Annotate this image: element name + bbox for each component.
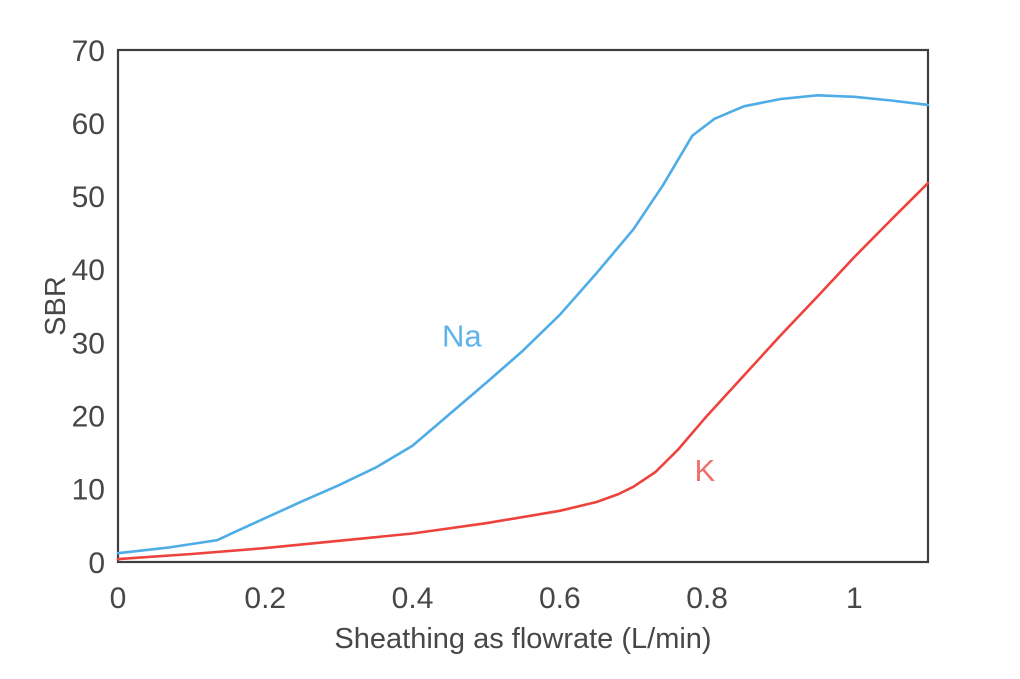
- y-tick-label: 20: [72, 401, 105, 434]
- y-tick-label: 50: [72, 181, 105, 214]
- series-k-line: [116, 181, 930, 561]
- x-tick-label: 0.2: [244, 582, 286, 615]
- y-tick-label: 40: [72, 254, 105, 287]
- y-tick-label: 70: [72, 35, 105, 68]
- y-tick-label: 10: [72, 474, 105, 507]
- x-tick-label: 1: [846, 582, 863, 615]
- x-tick-label: 0.8: [686, 582, 728, 615]
- series-na-line: [116, 94, 930, 555]
- x-axis-label: Sheathing as flowrate (L/min): [334, 623, 711, 655]
- plot-border: [116, 48, 930, 564]
- y-tick-label: 60: [72, 108, 105, 141]
- y-axis-label: SBR: [40, 276, 72, 336]
- y-tick-label: 30: [72, 327, 105, 360]
- y-tick-label: 0: [88, 547, 105, 580]
- series-na-label: Na: [442, 318, 482, 353]
- x-tick-label: 0.4: [392, 582, 434, 615]
- x-tick-label: 0.6: [539, 582, 581, 615]
- series-k-label: K: [695, 453, 716, 488]
- x-tick-label: 0: [110, 582, 127, 615]
